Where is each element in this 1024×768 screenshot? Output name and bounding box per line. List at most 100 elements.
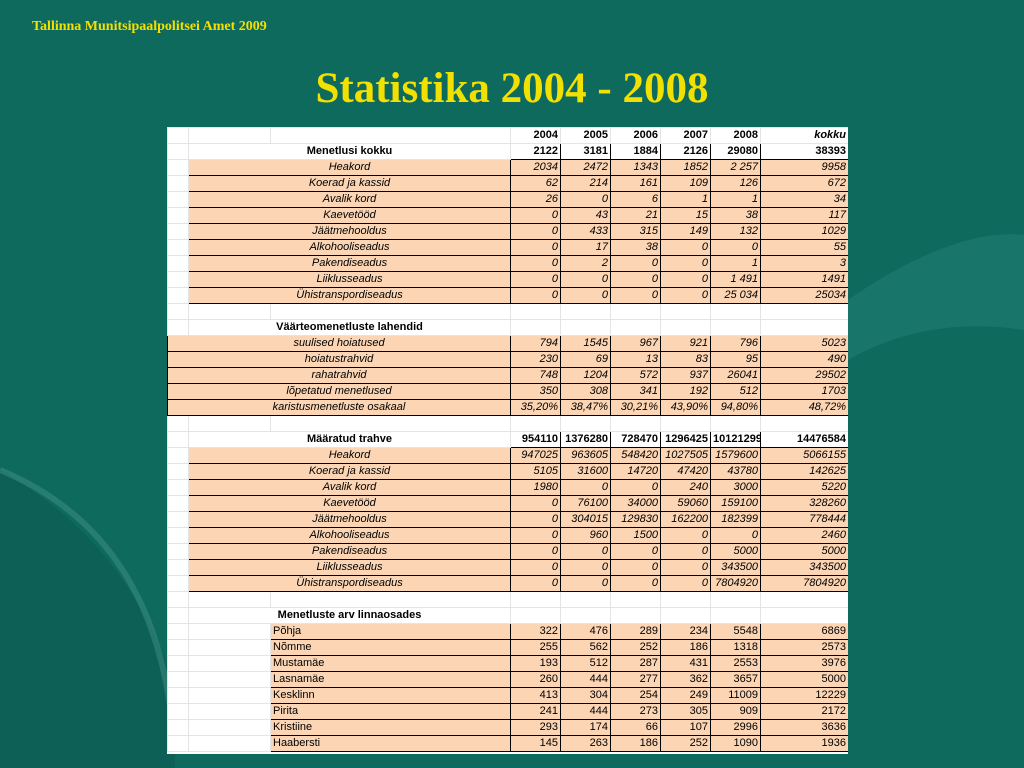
- value-cell: 17: [560, 239, 611, 256]
- value-cell: 748: [510, 367, 561, 384]
- value-cell: 1296425: [660, 431, 711, 448]
- value-cell: 43780: [710, 463, 761, 480]
- value-cell: 273: [610, 703, 661, 720]
- value-cell: 362: [660, 671, 711, 688]
- table-row: karistusmenetluste osakaal 35,20% 38,47% 30…: [167, 399, 848, 416]
- empty-cell: [510, 415, 561, 432]
- value-cell: 967: [610, 335, 661, 352]
- empty-cell: [560, 319, 611, 336]
- value-cell: 0: [510, 271, 561, 288]
- value-cell: 0: [560, 191, 611, 208]
- table-row: Alkohooliseadus 0 960 1500 0 0 2460: [167, 527, 848, 544]
- value-cell: 322: [510, 623, 561, 640]
- value-cell: 263: [560, 735, 611, 752]
- value-cell: 35,20%: [510, 399, 561, 416]
- empty-cell: [760, 415, 848, 432]
- value-cell: 2122: [510, 143, 561, 160]
- empty-cell: [167, 175, 189, 192]
- value-cell: 5548: [710, 623, 761, 640]
- total-cell: 7804920: [760, 575, 848, 592]
- total-cell: 343500: [760, 559, 848, 576]
- year-header: 2006: [610, 127, 661, 144]
- value-cell: 921: [660, 335, 711, 352]
- empty-cell: [167, 255, 189, 272]
- value-cell: 21: [610, 207, 661, 224]
- section-label: Väärteomenetluste lahendid: [188, 319, 511, 336]
- empty-cell: [167, 479, 189, 496]
- table-row: Põhja 322 476 289 234 5548 6869: [167, 623, 848, 640]
- empty-cell: [270, 415, 511, 432]
- value-cell: 76100: [560, 495, 611, 512]
- value-cell: 255: [510, 639, 561, 656]
- district-label: Mustamäe: [270, 655, 511, 672]
- value-cell: 476: [560, 623, 611, 640]
- value-cell: 0: [510, 287, 561, 304]
- value-cell: 0: [510, 511, 561, 528]
- row-label: Heakord: [188, 159, 511, 176]
- value-cell: 341: [610, 383, 661, 400]
- empty-cell: [188, 415, 271, 432]
- value-cell: 0: [660, 239, 711, 256]
- value-cell: 0: [710, 239, 761, 256]
- empty-cell: [167, 703, 189, 720]
- value-cell: 3181: [560, 143, 611, 160]
- table-row: Heakord 2034 2472 1343 1852 2 257 9958: [167, 159, 848, 176]
- empty-cell: [660, 607, 711, 624]
- section-header-row: Menetluste arv linnaosades: [167, 607, 848, 624]
- row-label: Liiklusseadus: [188, 559, 511, 576]
- value-cell: 350: [510, 383, 561, 400]
- value-cell: 308: [560, 383, 611, 400]
- empty-cell: [510, 303, 561, 320]
- value-cell: 83: [660, 351, 711, 368]
- total-cell: 142625: [760, 463, 848, 480]
- empty-cell: [660, 591, 711, 608]
- district-label: Lasnamäe: [270, 671, 511, 688]
- district-label: Nõmme: [270, 639, 511, 656]
- total-cell: 5000: [760, 671, 848, 688]
- empty-cell: [167, 735, 189, 752]
- section-label: Menetluste arv linnaosades: [188, 607, 511, 624]
- value-cell: 0: [510, 495, 561, 512]
- section-header-row: Väärteomenetluste lahendid: [167, 319, 848, 336]
- empty-cell: [710, 303, 761, 320]
- value-cell: 174: [560, 719, 611, 736]
- value-cell: 2: [560, 255, 611, 272]
- row-label: lõpetatud menetlused: [167, 383, 511, 400]
- empty-cell: [167, 223, 189, 240]
- table-row: Jäätmehooldus 0 304015 129830 162200 182399 77…: [167, 511, 848, 528]
- value-cell: 159100: [710, 495, 761, 512]
- district-label: Põhja: [270, 623, 511, 640]
- empty-cell: [167, 655, 189, 672]
- empty-cell: [167, 559, 189, 576]
- value-cell: 572: [610, 367, 661, 384]
- total-cell: 3976: [760, 655, 848, 672]
- empty-cell: [710, 319, 761, 336]
- table-row: Haabersti 145 263 186 252 1090 1936: [167, 735, 848, 752]
- table-row: Avalik kord 1980 0 0 240 3000 5220: [167, 479, 848, 496]
- value-cell: 3657: [710, 671, 761, 688]
- total-cell: 490: [760, 351, 848, 368]
- value-cell: 260: [510, 671, 561, 688]
- value-cell: 11009: [710, 687, 761, 704]
- value-cell: 38: [710, 207, 761, 224]
- value-cell: 5000: [710, 543, 761, 560]
- empty-cell: [167, 591, 189, 608]
- table-row: Koerad ja kassid 5105 31600 14720 47420 43780…: [167, 463, 848, 480]
- empty-cell: [610, 607, 661, 624]
- empty-cell: [270, 127, 511, 144]
- empty-cell: [167, 687, 189, 704]
- value-cell: 38,47%: [560, 399, 611, 416]
- row-label: Pakendiseadus: [188, 255, 511, 272]
- empty-cell: [760, 303, 848, 320]
- empty-cell: [167, 639, 189, 656]
- empty-cell: [760, 607, 848, 624]
- value-cell: 1: [660, 191, 711, 208]
- row-label: Heakord: [188, 447, 511, 464]
- value-cell: 0: [660, 287, 711, 304]
- spacer-row: [167, 591, 848, 608]
- empty-cell: [167, 271, 189, 288]
- value-cell: 161: [610, 175, 661, 192]
- district-label: Kesklinn: [270, 687, 511, 704]
- empty-cell: [660, 415, 711, 432]
- value-cell: 2 257: [710, 159, 761, 176]
